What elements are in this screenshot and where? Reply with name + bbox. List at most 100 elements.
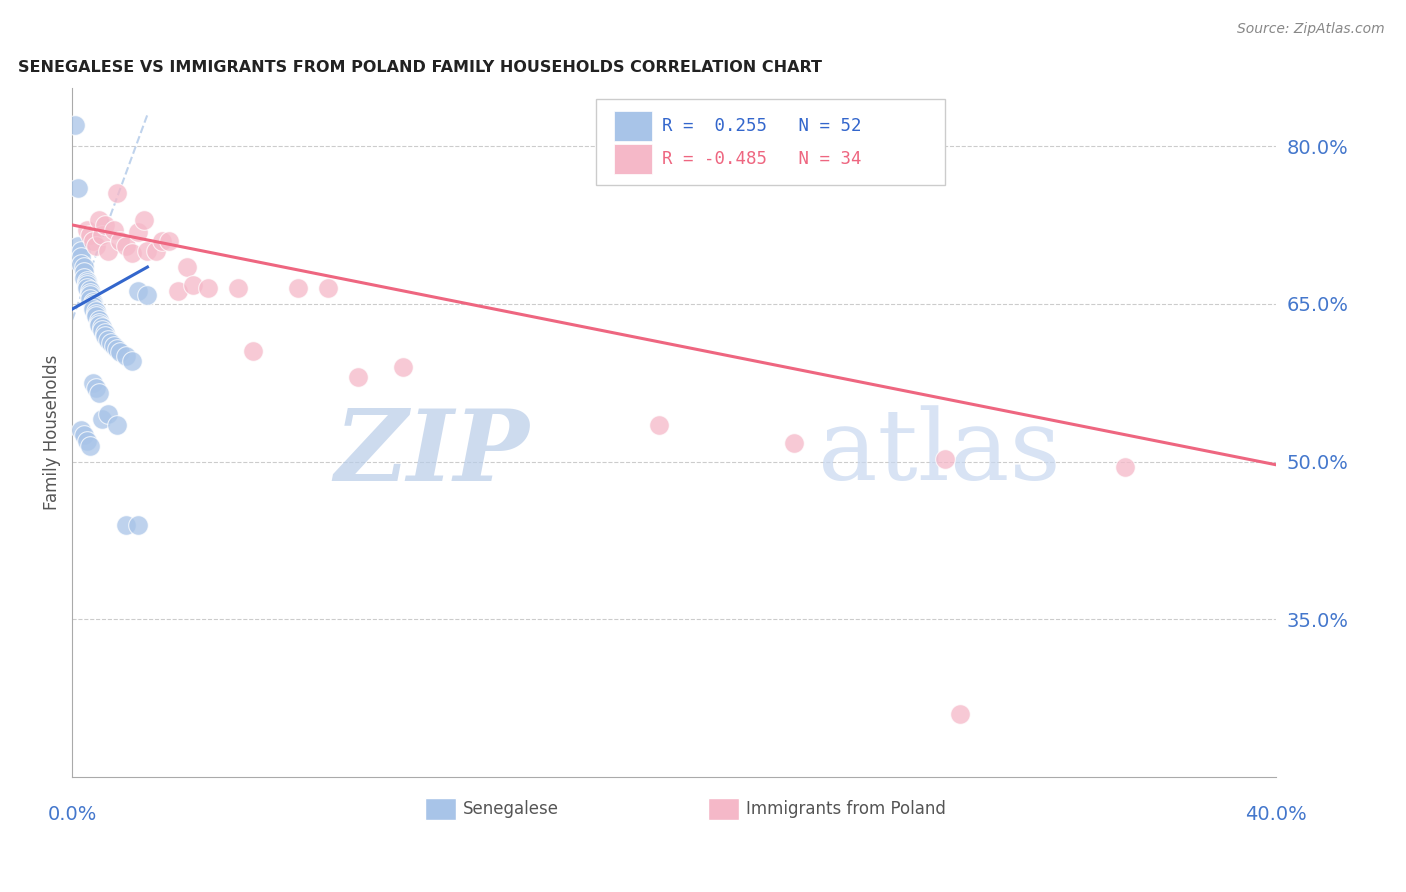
Point: [134, 212, 156, 227]
Point: [82, 294, 104, 309]
Point: [110, 345, 132, 359]
Point: [94, 326, 117, 341]
Point: [76, 274, 98, 288]
Point: [103, 339, 125, 353]
Point: [105, 342, 128, 356]
Text: atlas: atlas: [818, 405, 1062, 501]
Point: [82, 297, 104, 311]
Text: 40.0%: 40.0%: [1244, 805, 1306, 823]
Point: [105, 186, 128, 201]
Point: [127, 517, 149, 532]
Point: [79, 228, 101, 243]
Point: [97, 333, 120, 347]
Point: [1114, 459, 1136, 474]
Point: [82, 376, 104, 390]
Point: [73, 260, 96, 274]
Point: [82, 234, 104, 248]
Point: [115, 350, 138, 364]
Point: [242, 344, 264, 359]
Point: [70, 244, 93, 259]
Point: [648, 417, 671, 432]
Point: [100, 335, 122, 350]
Point: [226, 281, 249, 295]
Point: [110, 234, 132, 248]
Point: [94, 329, 117, 343]
Point: [84, 304, 107, 318]
Text: ZIP: ZIP: [335, 405, 530, 501]
Point: [65, 118, 87, 132]
Point: [76, 277, 98, 292]
Point: [783, 435, 806, 450]
Point: [67, 181, 90, 195]
Text: 0.0%: 0.0%: [48, 805, 97, 823]
Point: [70, 257, 93, 271]
Point: [82, 299, 104, 313]
Point: [157, 234, 180, 248]
Text: SENEGALESE VS IMMIGRANTS FROM POLAND FAMILY HOUSEHOLDS CORRELATION CHART: SENEGALESE VS IMMIGRANTS FROM POLAND FAM…: [18, 60, 823, 75]
Point: [176, 260, 198, 274]
Point: [79, 283, 101, 297]
Point: [70, 423, 93, 437]
FancyBboxPatch shape: [425, 797, 456, 820]
FancyBboxPatch shape: [614, 111, 652, 141]
Point: [91, 228, 114, 243]
FancyBboxPatch shape: [596, 99, 945, 185]
Point: [949, 706, 972, 721]
Point: [89, 316, 111, 330]
Point: [121, 246, 143, 260]
Point: [121, 353, 143, 368]
Point: [84, 310, 107, 324]
Point: [76, 276, 98, 290]
Point: [97, 244, 120, 259]
Point: [79, 286, 101, 301]
Point: [73, 270, 96, 285]
Point: [89, 312, 111, 326]
Point: [94, 218, 117, 232]
Point: [89, 318, 111, 332]
Point: [79, 439, 101, 453]
Point: [97, 407, 120, 421]
Point: [934, 452, 956, 467]
Text: R =  0.255   N = 52: R = 0.255 N = 52: [662, 117, 862, 136]
Point: [136, 244, 159, 259]
Point: [89, 386, 111, 401]
Text: Senegalese: Senegalese: [464, 800, 560, 818]
Point: [82, 302, 104, 317]
Point: [152, 234, 174, 248]
Point: [91, 320, 114, 334]
Y-axis label: Family Households: Family Households: [44, 355, 60, 510]
Point: [392, 359, 415, 374]
Point: [287, 281, 309, 295]
Point: [76, 434, 98, 448]
Point: [84, 381, 107, 395]
Point: [316, 281, 339, 295]
Text: Immigrants from Poland: Immigrants from Poland: [747, 800, 946, 818]
Point: [127, 225, 149, 239]
Point: [197, 281, 219, 295]
Point: [76, 281, 98, 295]
FancyBboxPatch shape: [614, 144, 652, 174]
Point: [91, 323, 114, 337]
Text: Source: ZipAtlas.com: Source: ZipAtlas.com: [1237, 22, 1385, 37]
Point: [73, 265, 96, 279]
Point: [70, 250, 93, 264]
Point: [73, 428, 96, 442]
Point: [84, 239, 107, 253]
Point: [103, 223, 125, 237]
Point: [145, 244, 167, 259]
Point: [89, 212, 111, 227]
Point: [76, 223, 98, 237]
Point: [79, 288, 101, 302]
Point: [181, 277, 204, 292]
Point: [136, 288, 159, 302]
Point: [347, 370, 370, 384]
Point: [84, 307, 107, 321]
Point: [115, 239, 138, 253]
Point: [79, 292, 101, 306]
FancyBboxPatch shape: [707, 797, 740, 820]
Point: [115, 517, 138, 532]
Point: [67, 239, 90, 253]
Point: [105, 417, 128, 432]
Point: [91, 412, 114, 426]
Point: [127, 284, 149, 298]
